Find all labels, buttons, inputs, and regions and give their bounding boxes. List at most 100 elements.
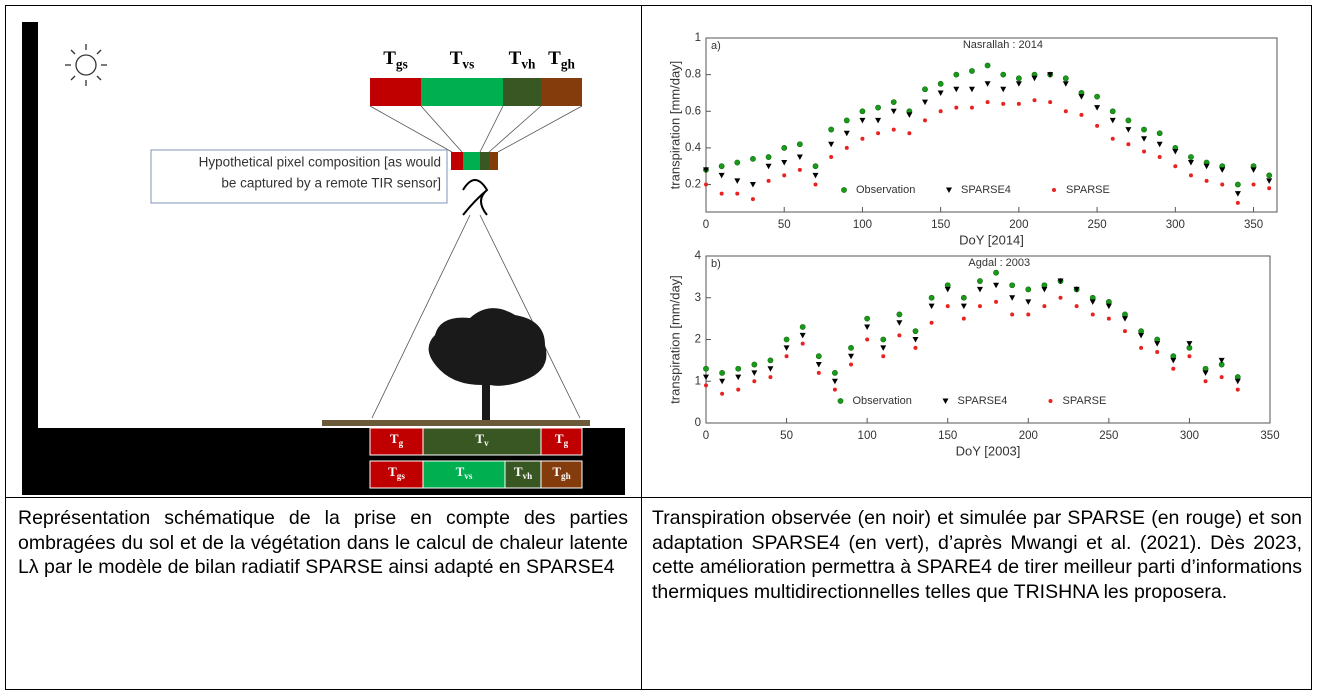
marker <box>1074 304 1079 309</box>
chart: 0 1 2 3 4 0 50 100 150 200 250 300 350 b) Agdal : 2003… <box>667 250 1279 458</box>
marker <box>937 90 944 96</box>
x-tick-label: 150 <box>931 219 950 231</box>
marker <box>1204 178 1209 183</box>
marker <box>783 336 790 343</box>
marker <box>953 71 960 78</box>
marker <box>796 141 803 148</box>
marker <box>1173 164 1178 169</box>
legend-label: SPARSE <box>1063 395 1107 407</box>
marker <box>1000 71 1007 78</box>
marker <box>734 159 741 166</box>
marker <box>1155 350 1160 355</box>
y-tick-label: 0.8 <box>685 69 701 81</box>
marker <box>891 127 896 132</box>
marker <box>875 104 881 111</box>
marker <box>1172 149 1179 155</box>
marker <box>1235 387 1240 392</box>
pixel-segment <box>489 152 498 170</box>
marker <box>1267 186 1272 191</box>
segment <box>421 78 503 106</box>
marker <box>735 365 742 372</box>
marker <box>865 337 870 342</box>
marker <box>994 299 999 304</box>
marker <box>1202 370 1209 376</box>
marker <box>704 383 708 388</box>
marker <box>968 86 975 93</box>
marker <box>703 374 709 381</box>
legend-marker <box>942 398 949 404</box>
marker <box>1138 332 1145 339</box>
marker <box>1139 345 1144 350</box>
marker <box>1031 75 1038 82</box>
marker <box>1250 167 1257 173</box>
marker <box>1090 312 1095 317</box>
segment-label: Tgh <box>552 464 570 481</box>
marker <box>993 269 999 276</box>
subscript: vh <box>523 471 533 481</box>
chart-title: Nasrallah : 2014 <box>963 39 1043 51</box>
marker <box>969 105 974 110</box>
x-tick-label: 0 <box>703 219 709 231</box>
marker <box>1251 182 1256 187</box>
marker <box>1095 123 1100 128</box>
marker <box>736 387 741 392</box>
y-axis-label: transpiration [mm/day] <box>667 61 682 190</box>
symbol: T <box>475 431 484 446</box>
pixel-label: Hypothetical pixel composition [as would <box>199 155 441 170</box>
marker <box>896 311 903 318</box>
marker <box>781 160 788 166</box>
marker <box>896 320 903 326</box>
marker <box>1010 312 1015 317</box>
ground-segment <box>369 427 424 456</box>
series <box>704 295 1240 396</box>
marker <box>1187 354 1192 359</box>
marker <box>864 315 871 322</box>
x-tick-label: 200 <box>1019 430 1038 442</box>
segment-label: Tgh <box>548 48 575 71</box>
marker <box>796 154 803 161</box>
x-tick-label: 100 <box>853 219 872 231</box>
marker <box>1042 304 1047 309</box>
marker <box>1057 278 1064 285</box>
subscript: gs <box>396 57 408 72</box>
marker <box>1154 341 1161 347</box>
marker <box>815 353 822 360</box>
marker <box>1041 286 1048 293</box>
marker <box>922 86 928 93</box>
projection-lines <box>369 105 583 419</box>
marker <box>734 178 741 184</box>
marker <box>1219 167 1226 173</box>
marker <box>944 286 951 293</box>
y-tick-label: 2 <box>695 334 701 346</box>
marker <box>1105 303 1112 310</box>
marker <box>843 130 850 137</box>
marker <box>799 332 806 339</box>
marker <box>1125 117 1132 124</box>
marker <box>1141 126 1147 133</box>
marker <box>765 163 772 170</box>
marker <box>1121 316 1128 322</box>
segment-label: Tgs <box>383 48 408 71</box>
marker <box>768 375 773 380</box>
marker <box>782 173 787 178</box>
subscript: g <box>564 438 569 448</box>
pixel-segment <box>463 152 480 170</box>
marker <box>1047 72 1054 78</box>
y-tick-label: 3 <box>695 292 701 304</box>
marker <box>844 145 849 150</box>
marker <box>961 316 966 321</box>
marker <box>718 163 725 170</box>
marker <box>1171 366 1176 371</box>
symbol: T <box>555 431 564 446</box>
marker <box>906 112 913 118</box>
marker <box>1062 81 1069 87</box>
marker <box>719 191 724 196</box>
marker <box>704 182 708 187</box>
marker <box>880 336 887 343</box>
marker <box>1015 75 1022 82</box>
marker <box>815 362 822 368</box>
sun-icon <box>65 44 107 86</box>
legend-label: Observation <box>853 395 912 407</box>
marker <box>984 81 991 87</box>
symbol: T <box>509 48 522 69</box>
